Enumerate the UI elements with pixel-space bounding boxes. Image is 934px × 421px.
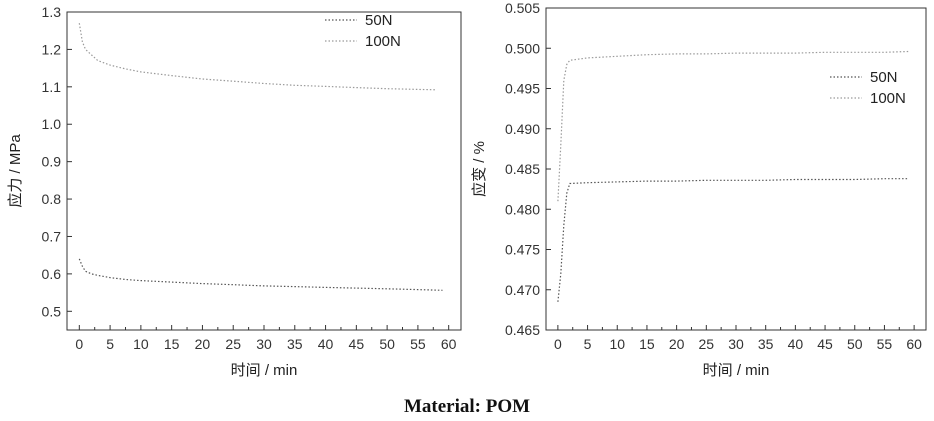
x-tick-label: 10 <box>133 336 149 352</box>
y-tick-label: 0.9 <box>42 154 62 170</box>
x-tick-label: 30 <box>256 336 272 352</box>
legend-label-50N: 50N <box>365 12 393 29</box>
plot-frame <box>545 7 927 331</box>
legend-label-100N: 100N <box>870 90 906 107</box>
x-tick-label: 25 <box>225 336 241 352</box>
x-tick-label: 15 <box>164 336 180 352</box>
y-tick-label: 0.465 <box>505 322 540 338</box>
y-tick-label: 0.475 <box>505 242 540 258</box>
legend-label-100N: 100N <box>365 33 401 50</box>
y-tick-label: 0.7 <box>42 228 62 244</box>
series-line-50N <box>557 178 909 302</box>
x-tick-label: 0 <box>554 336 562 352</box>
x-tick-label: 5 <box>584 336 592 352</box>
y-tick-label: 0.485 <box>505 161 540 177</box>
y-tick-label: 0.490 <box>505 121 540 137</box>
material-caption: Material: POM <box>403 396 531 417</box>
chart-1: 0 5 10 15 20 25 30 35 40 45 50 55 60 0.5 0.6 0.7 0.8 0.9 1… <box>6 4 462 379</box>
plot-frame <box>66 11 462 331</box>
x-axis-label: 时间 / min <box>703 362 770 379</box>
x-tick-label: 55 <box>877 336 893 352</box>
legend-label-50N: 50N <box>870 69 898 86</box>
y-tick-label: 0.5 <box>42 303 62 319</box>
chart-2: 0 5 10 15 20 25 30 35 40 45 50 55 60 0.465 0.470 0.475 0… <box>470 0 927 379</box>
x-tick-label: 45 <box>817 336 833 352</box>
y-tick-label: 0.480 <box>505 201 540 217</box>
x-tick-label: 35 <box>287 336 303 352</box>
y-tick-label: 0.470 <box>505 282 540 298</box>
y-axis-label: 应力 / MPa <box>6 134 24 208</box>
x-tick-label: 55 <box>410 336 426 352</box>
series-line-100N <box>557 50 909 202</box>
x-tick-label: 25 <box>699 336 715 352</box>
y-tick-label: 1.0 <box>42 116 62 132</box>
x-tick-label: 15 <box>639 336 655 352</box>
x-tick-label: 5 <box>106 336 114 352</box>
x-axis-label: 时间 / min <box>231 362 298 379</box>
x-tick-label: 60 <box>441 336 457 352</box>
y-tick-label: 0.6 <box>42 266 62 282</box>
x-tick-label: 60 <box>906 336 922 352</box>
x-tick-label: 40 <box>318 336 334 352</box>
y-tick-label: 0.505 <box>505 0 540 16</box>
x-tick-label: 50 <box>379 336 395 352</box>
y-tick-label: 1.1 <box>42 79 62 95</box>
y-tick-label: 1.2 <box>42 41 62 57</box>
x-tick-label: 20 <box>195 336 211 352</box>
y-tick-label: 0.500 <box>505 40 540 56</box>
x-tick-label: 45 <box>349 336 365 352</box>
x-tick-label: 40 <box>788 336 804 352</box>
x-tick-label: 10 <box>609 336 625 352</box>
y-tick-label: 1.3 <box>42 4 62 20</box>
y-tick-label: 0.495 <box>505 81 540 97</box>
x-tick-label: 35 <box>758 336 774 352</box>
x-tick-label: 50 <box>847 336 863 352</box>
series-line-50N <box>78 258 443 291</box>
x-tick-label: 0 <box>75 336 83 352</box>
x-tick-label: 20 <box>669 336 685 352</box>
y-axis-label: 应变 / % <box>470 141 488 197</box>
y-tick-label: 0.8 <box>42 191 62 207</box>
x-tick-label: 30 <box>728 336 744 352</box>
